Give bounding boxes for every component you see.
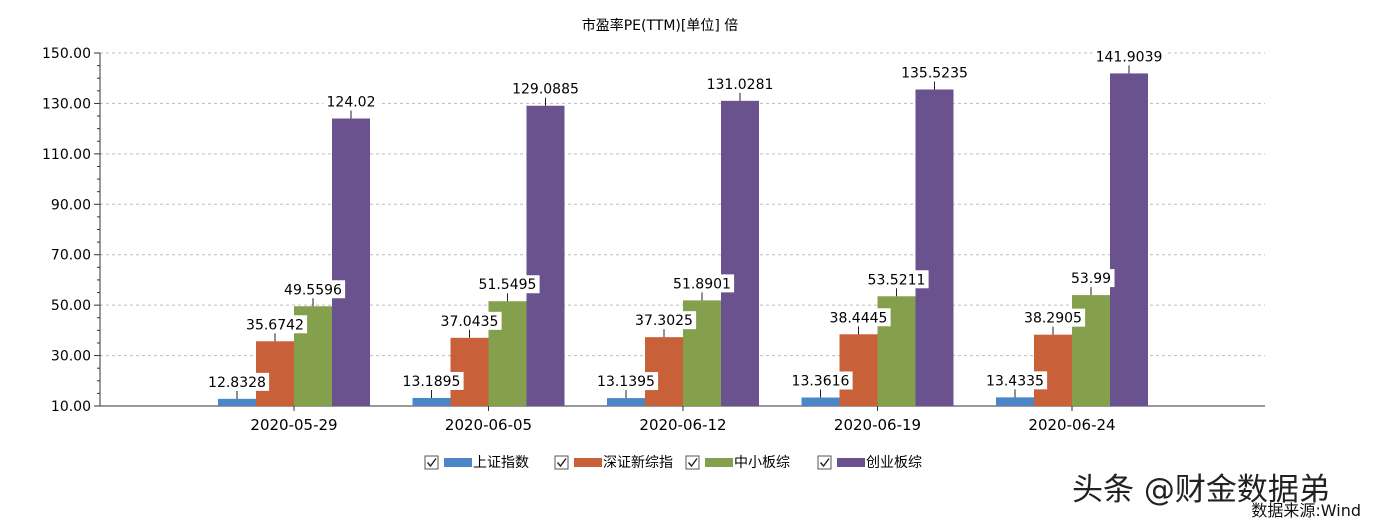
check-icon (426, 458, 437, 468)
bar-1-3 (839, 334, 878, 406)
data-label: 38.2905 (1024, 311, 1082, 327)
y-tick-label: 70.00 (51, 248, 91, 264)
axis-layer: 150.00 130.00 110.00 90.00 70.00 50.00 30.00 10… (42, 46, 1265, 434)
data-label: 13.3616 (792, 374, 850, 390)
data-label-bg (242, 315, 308, 334)
data-label: 12.8328 (208, 375, 266, 391)
bar-1-2 (645, 337, 683, 406)
data-label-bg (703, 74, 777, 93)
bar-0-1 (412, 397, 451, 406)
data-label: 53.5211 (868, 272, 926, 288)
y-tick-label: 150.00 (42, 46, 91, 62)
data-label-bg (1020, 308, 1086, 327)
data-label-bg (898, 63, 971, 82)
legend-item-0[interactable]: 上证指数 (424, 455, 529, 471)
data-label: 37.3025 (635, 313, 693, 329)
legend-swatch (574, 458, 602, 467)
bar-layer (218, 73, 1148, 407)
data-label-bg (437, 311, 502, 330)
legend-swatch (444, 458, 472, 467)
legend-item-3[interactable]: 创业板综 (817, 455, 922, 471)
legend-label: 创业板综 (866, 455, 922, 471)
bar-0-0 (218, 398, 256, 406)
data-label: 135.5235 (901, 66, 968, 82)
bar-0-4 (996, 397, 1034, 406)
data-label: 13.1895 (403, 374, 461, 390)
y-tick-label: 10.00 (51, 399, 91, 415)
legend-item-1[interactable]: 深证新综指 (554, 455, 673, 471)
legend-label: 上证指数 (473, 455, 529, 471)
data-label-bg (399, 371, 464, 390)
data-label: 51.5495 (479, 277, 537, 293)
check-icon (556, 458, 567, 468)
x-tick-label: 2020-05-29 (250, 416, 337, 434)
y-tick-label: 50.00 (51, 298, 91, 314)
watermark: 头条 @财金数据弟 (1072, 472, 1330, 508)
legend-checkbox[interactable] (817, 455, 832, 470)
data-label-bg (204, 372, 270, 391)
bar-3-2 (721, 100, 759, 406)
bar-0-3 (801, 397, 840, 406)
legend-checkbox[interactable] (554, 455, 569, 470)
data-label-bg (509, 79, 582, 98)
bar-0-2 (607, 398, 645, 406)
data-label-bg (1067, 269, 1115, 288)
data-label-bg (1092, 47, 1166, 66)
legend-checkbox[interactable] (424, 455, 439, 470)
data-label-bg (982, 371, 1048, 390)
y-tick-label: 90.00 (51, 197, 91, 213)
data-label-bg (788, 371, 853, 390)
bar-1-1 (450, 337, 489, 406)
data-source: 数据来源:Wind (1251, 501, 1361, 520)
x-tick-label: 2020-06-19 (834, 416, 921, 434)
y-tick-label: 130.00 (42, 96, 91, 112)
x-tick-label: 2020-06-24 (1028, 416, 1115, 434)
data-label-bg (593, 372, 659, 391)
bar-3-0 (332, 118, 370, 406)
legend-item-2[interactable]: 中小板综 (685, 455, 790, 471)
data-label: 37.0435 (441, 314, 499, 330)
data-label: 53.99 (1071, 271, 1111, 287)
legend-label: 中小板综 (734, 455, 790, 471)
legend-swatch (837, 458, 865, 467)
legend-label: 深证新综指 (603, 455, 673, 471)
check-icon (819, 458, 830, 468)
data-label-bg (475, 275, 540, 294)
data-label: 13.1395 (597, 374, 655, 390)
data-label: 51.8901 (673, 276, 731, 292)
bar-3-3 (915, 89, 954, 406)
y-tick-label: 30.00 (51, 349, 91, 365)
data-label-bg (826, 308, 891, 327)
data-label: 124.02 (327, 95, 376, 111)
legend-swatch (705, 458, 733, 467)
x-tick-label: 2020-06-12 (639, 416, 726, 434)
bar-1-4 (1034, 334, 1072, 406)
check-icon (687, 458, 698, 468)
y-tick-label: 110.00 (42, 147, 91, 163)
legend-checkbox[interactable] (685, 455, 700, 470)
data-label-bg (280, 280, 346, 299)
label-layer: 12.8328 35.6742 49.5596 124.02 13.1895 37.043… (204, 47, 1166, 399)
data-label: 141.9039 (1096, 49, 1163, 65)
data-label: 38.4445 (830, 310, 888, 326)
data-label-bg (669, 274, 735, 293)
legend: 上证指数 深证新综指 中小板综 创业板综 (424, 455, 922, 471)
data-label: 129.0885 (512, 82, 579, 98)
data-label-bg (631, 311, 697, 330)
data-label: 49.5596 (284, 282, 342, 298)
data-label: 131.0281 (707, 77, 774, 93)
data-label-bg (323, 92, 379, 111)
x-tick-label: 2020-06-05 (445, 416, 532, 434)
chart-title: 市盈率PE(TTM)[单位] 倍 (582, 17, 739, 34)
data-label: 35.6742 (246, 317, 304, 333)
bar-3-4 (1110, 73, 1148, 407)
bar-3-1 (526, 105, 565, 406)
data-label-bg (864, 270, 929, 289)
data-label: 13.4335 (986, 373, 1044, 389)
